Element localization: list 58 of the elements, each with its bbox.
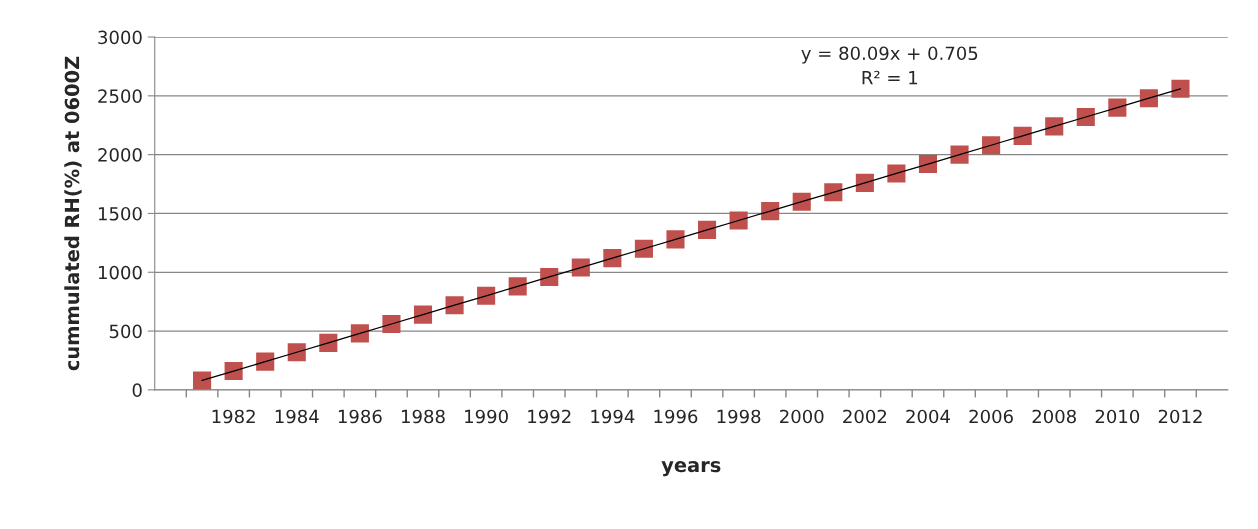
point bbox=[382, 314, 401, 334]
point bbox=[666, 230, 685, 249]
x-axis-title: years bbox=[661, 461, 721, 477]
point bbox=[477, 286, 496, 305]
x-tick-label: 1990 bbox=[465, 409, 508, 424]
point bbox=[1108, 98, 1127, 117]
x-tick-label: 2004 bbox=[906, 409, 950, 424]
x-tick-label: 1994 bbox=[591, 409, 635, 424]
x-tick-label: 2002 bbox=[843, 409, 887, 424]
point bbox=[1171, 79, 1190, 98]
point bbox=[224, 362, 243, 381]
point bbox=[571, 258, 590, 277]
y-tick-label: 2500 bbox=[98, 89, 142, 103]
x-tick-label: 2000 bbox=[780, 409, 824, 424]
point bbox=[540, 267, 559, 287]
point bbox=[287, 343, 306, 362]
x-tick-label: 2006 bbox=[969, 409, 1013, 424]
point bbox=[950, 145, 969, 164]
point bbox=[729, 211, 748, 230]
x-tick-label: 1984 bbox=[275, 409, 319, 424]
point bbox=[982, 136, 1001, 155]
point bbox=[256, 352, 275, 371]
x-tick-label: 1988 bbox=[402, 409, 445, 424]
point bbox=[792, 192, 811, 211]
point bbox=[918, 155, 938, 174]
point bbox=[508, 277, 527, 296]
y-tick-label: 0 bbox=[132, 383, 142, 397]
x-tick-label: 1992 bbox=[528, 409, 571, 424]
x-tick-label: 1982 bbox=[212, 409, 255, 424]
point bbox=[413, 305, 433, 324]
point bbox=[1139, 89, 1158, 108]
point bbox=[319, 333, 338, 352]
point bbox=[761, 202, 780, 221]
point bbox=[887, 164, 906, 183]
point bbox=[1013, 126, 1032, 145]
point bbox=[1045, 117, 1064, 136]
annotation: y = 80.09x + 0.705 R² = 1 bbox=[801, 46, 978, 85]
x-tick-label: 1998 bbox=[717, 409, 761, 424]
y-tick-label: 3000 bbox=[98, 30, 142, 45]
point bbox=[634, 239, 653, 258]
y-tick-label: 500 bbox=[109, 324, 142, 339]
point bbox=[1076, 107, 1095, 127]
y-tick-label: 2000 bbox=[98, 148, 142, 162]
x-tick-label: 2008 bbox=[1032, 409, 1076, 424]
x-tick-label: 2012 bbox=[1158, 409, 1202, 424]
y-axis-title: cummulated RH(%) at 0600Z bbox=[64, 56, 82, 371]
point bbox=[193, 371, 212, 390]
point bbox=[855, 173, 874, 192]
point bbox=[603, 249, 622, 268]
y-tick-label: 1000 bbox=[98, 265, 142, 280]
point bbox=[350, 324, 369, 343]
y-tick-label: 1500 bbox=[98, 206, 142, 221]
point bbox=[824, 183, 843, 202]
x-tick-label: 1986 bbox=[338, 409, 382, 424]
point bbox=[445, 296, 464, 315]
x-tick-label: 1996 bbox=[654, 409, 698, 424]
x-tick-label: 2010 bbox=[1095, 409, 1140, 424]
point bbox=[698, 220, 717, 239]
